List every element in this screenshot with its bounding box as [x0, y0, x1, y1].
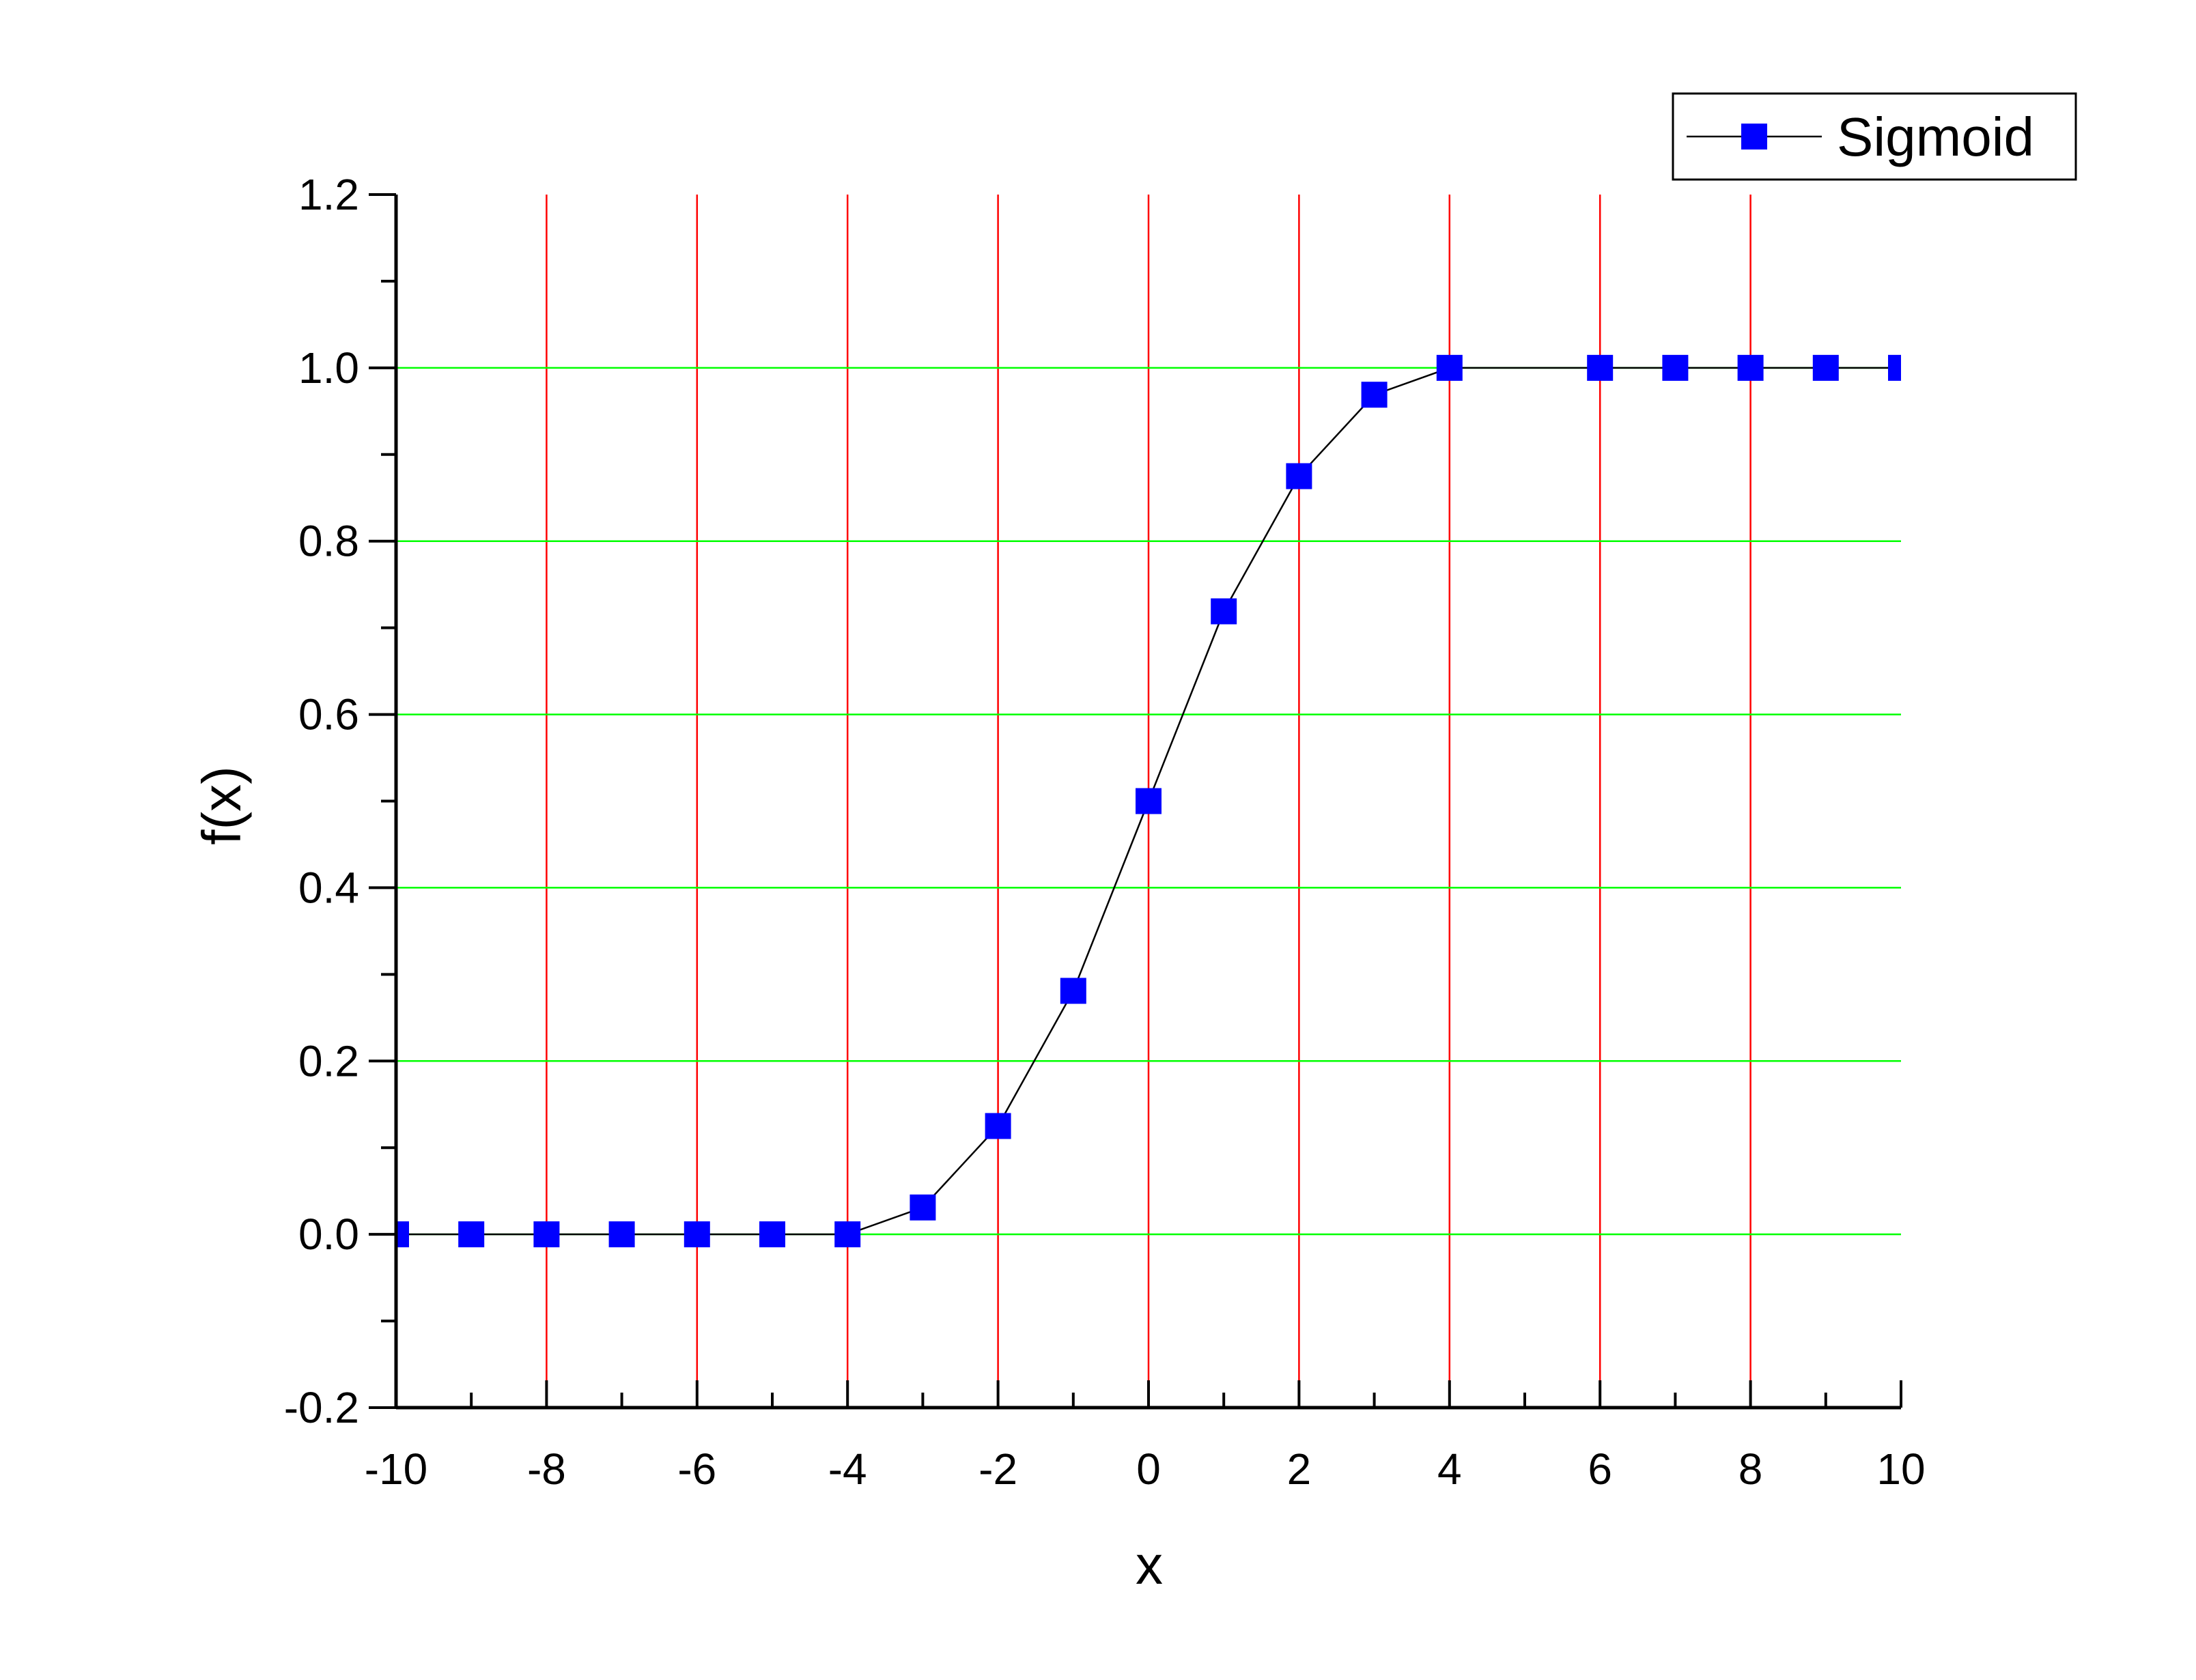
- legend-label: Sigmoid: [1837, 106, 2034, 167]
- data-point-marker: [458, 1221, 485, 1248]
- x-tick-label: -6: [677, 1444, 716, 1494]
- x-tick-label: -2: [979, 1444, 1017, 1494]
- data-point-marker: [1662, 354, 1689, 381]
- y-tick-label: 0.2: [298, 1036, 359, 1085]
- x-tick-label: -10: [365, 1444, 428, 1494]
- data-point-marker: [834, 1221, 861, 1248]
- x-tick-label: 10: [1876, 1444, 1925, 1494]
- y-tick-label: 0.8: [298, 517, 359, 566]
- x-tick-label: -4: [828, 1444, 867, 1494]
- series-sigmoid: [396, 354, 1901, 1248]
- data-point-marker: [1587, 354, 1614, 381]
- data-point-marker: [759, 1221, 785, 1248]
- data-point-marker: [1737, 354, 1764, 381]
- y-tick-label: 0.6: [298, 690, 359, 739]
- legend-marker-square: [1741, 124, 1767, 150]
- data-point-marker: [1060, 978, 1086, 1004]
- data-point-marker: [1361, 382, 1388, 408]
- legend-box: [1672, 92, 2077, 181]
- y-tick-label: 1.2: [298, 170, 359, 219]
- y-tick-label: -0.2: [284, 1383, 359, 1432]
- data-point-marker: [1136, 788, 1162, 814]
- data-point-marker: [1888, 354, 1901, 381]
- data-point-marker: [684, 1221, 710, 1248]
- y-tick-label: 0.4: [298, 863, 359, 912]
- x-tick-label: -8: [527, 1444, 566, 1494]
- data-point-marker: [608, 1221, 635, 1248]
- x-tick-label: 8: [1738, 1444, 1763, 1494]
- y-tick-label: 1.0: [298, 343, 359, 393]
- x-tick-label: 6: [1588, 1444, 1612, 1494]
- x-axis-title: x: [1136, 1535, 1163, 1595]
- tick-labels: -10 -8 -6 -4 -2 0 2 4 6 8 10 -0.2 0.0 0.2 0.4 0.6 0.8 1.0…: [284, 170, 1926, 1494]
- x-tick-label: 2: [1287, 1444, 1312, 1494]
- x-tick-label: 4: [1437, 1444, 1462, 1494]
- y-axis-title: f(x): [191, 766, 252, 845]
- data-point-marker: [1436, 354, 1463, 381]
- legend: Sigmoid: [1672, 92, 2077, 181]
- data-point-marker: [1211, 598, 1237, 625]
- data-point-marker: [910, 1194, 936, 1221]
- data-point-marker: [985, 1113, 1011, 1139]
- data-point-marker: [1812, 354, 1839, 381]
- data-point-marker: [533, 1221, 560, 1248]
- grid-lines: [396, 195, 1901, 1408]
- axes: [369, 193, 1902, 1410]
- x-tick-label: 0: [1136, 1444, 1161, 1494]
- data-point-marker: [1286, 463, 1312, 489]
- data-point-marker: [396, 1221, 409, 1248]
- y-tick-label: 0.0: [298, 1210, 359, 1259]
